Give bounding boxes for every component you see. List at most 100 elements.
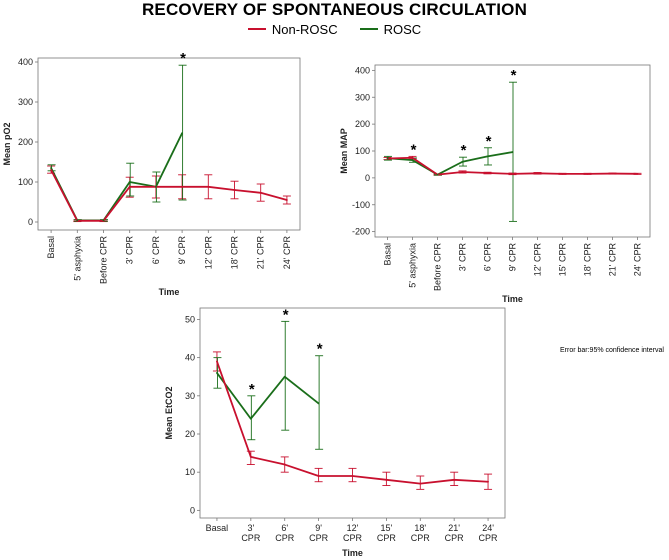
- y-axis-title: Mean EtCO2: [164, 386, 174, 439]
- significance-asterisk: *: [317, 341, 323, 358]
- data-point-non-rosc: [385, 478, 388, 481]
- x-tick-label: 9' CPR: [309, 523, 329, 543]
- x-tick-label: 5' asphyxia: [72, 236, 82, 281]
- data-point-rosc: [50, 167, 52, 169]
- y-tick-label: 100: [18, 177, 33, 187]
- data-point-non-rosc: [207, 185, 210, 188]
- x-tick-label: 15' CPR: [377, 523, 397, 543]
- x-axis-title: Time: [159, 287, 180, 297]
- data-point-non-rosc: [50, 169, 52, 171]
- significance-asterisk: *: [411, 141, 417, 158]
- y-tick-label: -100: [352, 200, 370, 210]
- data-point-rosc: [216, 372, 218, 374]
- x-axis-title: Time: [502, 294, 523, 304]
- x-tick-label: 6' CPR: [275, 523, 295, 543]
- legend-label-rosc: ROSC: [383, 21, 422, 37]
- series-line-rosc: [387, 151, 513, 176]
- x-tick-label: Basal: [46, 236, 56, 259]
- data-point-rosc: [386, 157, 389, 160]
- x-tick-label: 3' CPR: [241, 523, 261, 543]
- data-point-non-rosc: [259, 191, 262, 194]
- x-tick-label: Basal: [206, 523, 229, 533]
- data-point-non-rosc: [453, 478, 456, 481]
- data-point-rosc: [317, 402, 320, 405]
- x-tick-label: Before CPR: [99, 236, 109, 285]
- significance-asterisk: *: [486, 133, 492, 150]
- series-line-non-rosc: [216, 361, 489, 485]
- y-tick-label: 0: [28, 217, 33, 227]
- y-tick-label: -200: [352, 227, 370, 237]
- x-tick-label: 24' CPR: [633, 243, 643, 277]
- significance-asterisk: *: [461, 142, 467, 159]
- y-tick-label: 300: [18, 97, 33, 107]
- figure-title: RECOVERY OF SPONTANEOUS CIRCULATION: [141, 0, 528, 19]
- y-tick-label: 0: [190, 505, 195, 515]
- x-tick-label: 12' CPR: [203, 236, 213, 270]
- data-point-rosc: [486, 155, 489, 158]
- chart-mean-map: -200 -100 0 100 200 300 400 Basal 5' asphyxia Bef…: [339, 64, 651, 304]
- x-tick-label: 3' CPR: [125, 236, 135, 265]
- y-tick-label: 200: [355, 119, 370, 129]
- x-tick-label: Basal: [383, 243, 393, 266]
- x-tick-label: 24' CPR: [282, 236, 292, 270]
- legend-item-non-rosc: Non-ROSC: [247, 21, 338, 37]
- data-point-non-rosc: [411, 156, 414, 159]
- legend-label-non-rosc: Non-ROSC: [271, 21, 338, 37]
- data-point-non-rosc: [216, 360, 218, 363]
- x-tick-label: 6' CPR: [151, 236, 161, 265]
- x-tick-label: 5' asphyxia: [408, 243, 418, 288]
- data-point-non-rosc: [351, 475, 354, 477]
- x-tick-label: 24' CPR: [479, 523, 499, 543]
- chart-mean-etco2: 0 10 20 30 40 50 Basal 3' CPR 6' CPR 9' CPR 12' CPR 15'…: [164, 306, 506, 558]
- x-tick-label: 21' CPR: [608, 243, 618, 277]
- x-tick-label: 9' CPR: [177, 236, 187, 265]
- data-point-non-rosc: [317, 475, 320, 477]
- y-tick-label: 40: [185, 353, 195, 363]
- x-tick-label: Before CPR: [433, 243, 443, 292]
- x-tick-label: 21' CPR: [445, 523, 465, 543]
- x-axis-title: Time: [342, 548, 363, 558]
- x-tick-label: 21' CPR: [256, 236, 266, 270]
- data-point-rosc: [181, 132, 184, 135]
- data-point-non-rosc: [636, 172, 639, 175]
- y-tick-label: 200: [18, 137, 33, 147]
- x-tick-label: 12' CPR: [343, 523, 363, 543]
- data-point-non-rosc: [286, 199, 288, 201]
- data-point-rosc: [436, 173, 439, 176]
- legend-swatch-non-rosc: [247, 28, 266, 30]
- data-point-non-rosc: [233, 189, 236, 191]
- data-point-non-rosc: [419, 482, 422, 485]
- significance-asterisk: *: [511, 67, 517, 84]
- data-point-rosc: [76, 219, 79, 222]
- significance-asterisk: *: [249, 381, 255, 398]
- y-tick-label: 400: [18, 57, 33, 67]
- plot-frame: [37, 57, 301, 231]
- data-point-non-rosc: [586, 172, 589, 175]
- y-tick-label: 300: [355, 92, 370, 102]
- chart-mean-po2: 0 100 200 300 400 Basal 5' asphyxia Before CPR 3…: [2, 50, 301, 297]
- x-tick-label: 15' CPR: [558, 243, 568, 277]
- data-point-rosc: [155, 185, 157, 188]
- data-point-non-rosc: [536, 172, 539, 175]
- y-tick-label: 10: [185, 467, 195, 477]
- data-point-rosc: [511, 151, 514, 153]
- data-point-rosc: [102, 219, 105, 222]
- x-tick-label: 6' CPR: [483, 243, 493, 272]
- x-tick-label: 18' CPR: [230, 236, 240, 270]
- data-point-non-rosc: [461, 171, 464, 173]
- data-point-rosc: [283, 375, 286, 378]
- legend: Non-ROSC ROSC: [0, 20, 669, 38]
- series-line-rosc: [216, 372, 320, 420]
- data-point-rosc: [411, 159, 414, 162]
- y-axis-title: Mean MAP: [339, 128, 349, 174]
- y-axis-title: Mean pO2: [2, 122, 12, 165]
- x-tick-label: 12' CPR: [533, 243, 543, 277]
- error-bar-note: Error bar:95% confidence interval: [560, 347, 664, 354]
- data-point-non-rosc: [561, 172, 564, 175]
- data-point-rosc: [128, 181, 131, 183]
- data-point-non-rosc: [128, 185, 131, 188]
- y-tick-label: 50: [185, 314, 195, 324]
- significance-asterisk: *: [283, 306, 289, 323]
- x-tick-label: 18' CPR: [583, 243, 593, 277]
- legend-swatch-rosc: [359, 28, 378, 30]
